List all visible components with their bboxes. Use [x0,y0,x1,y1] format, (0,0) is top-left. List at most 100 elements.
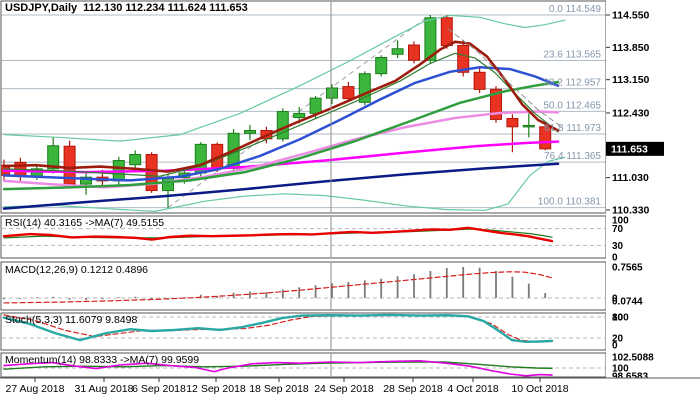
indicator-title-stoch: Stoch(5,3,3) 11.6079 9.8498 [5,314,138,326]
price-tick-label: 113.850 [612,42,650,54]
stoch-plot [2,313,605,344]
rsi-axis-label: 0 [612,253,618,264]
candle-4-oct[interactable] [473,67,486,94]
time-tick-label: 28 Sep 2018 [383,383,443,395]
candle-body [473,71,486,90]
candle-5-sep[interactable] [129,150,142,169]
candle-body [375,57,388,75]
candle-body [424,17,437,61]
rsi-main-red [2,226,554,243]
current-price-badge [606,141,664,156]
ma-blue [2,65,560,182]
rsi-axis-label: 30 [612,241,624,252]
fib-level-label: 100.0 110.381 [538,197,602,208]
candle-body [244,130,256,134]
price-tick-label: 111.030 [612,172,649,184]
stoch-axis-label: 20 [612,334,624,345]
macd-panel[interactable] [0,261,607,311]
macd-signal-red [3,271,553,304]
ma-magenta [2,140,560,174]
candle-body [63,145,76,185]
time-tick-label: 10 Oct 2018 [511,383,568,395]
candle-6-sep[interactable] [145,152,158,193]
momentum-plot [2,359,605,377]
candle-25-sep[interactable] [358,71,371,106]
fib-level-label: 76.4 111.365 [544,151,601,162]
price-axis[interactable] [606,0,700,378]
price-tick-label: 112.430 [612,107,650,119]
macd-plot [2,266,605,304]
candle-body [358,73,371,103]
candle-30-aug[interactable] [63,140,76,188]
envelope-lower-teal [3,156,566,212]
candle-9-oct[interactable] [522,113,535,138]
momentum-main-magenta [3,359,553,377]
candle-body [162,177,174,192]
candle-26-sep[interactable] [375,55,388,77]
fib-level-label: 23.6 113.565 [543,50,601,61]
stoch-panel[interactable] [0,312,607,351]
candle-body [326,87,338,99]
macd-axis-label: 0.7565 [612,262,643,273]
chart-header: USDJPY,Daily 112.130 112.234 111.624 111.… [5,2,254,14]
candle-body [539,126,552,150]
fib-level-label: 50.0 112.465 [543,100,601,111]
candle-body [506,117,519,128]
fib-level-label: 61.8 111.973 [544,123,601,134]
candle-18-sep[interactable] [276,108,289,142]
candle-27-sep[interactable] [391,40,404,58]
candle-14-sep[interactable] [244,124,256,141]
time-tick-label: 31 Aug 2018 [75,383,134,395]
momentum-axis-label: 100 [612,364,629,375]
candle-body [490,88,502,120]
candle-body [309,97,322,114]
candle-21-sep[interactable] [326,84,338,105]
candle-body [293,112,306,119]
momentum-axis-label: 98.6583 [612,372,649,383]
fib-level-label: 0.0 114.549 [549,4,602,15]
candle-10-oct[interactable] [539,121,552,151]
time-tick-label: 18 Sep 2018 [249,383,309,395]
stoch-signal-red [3,314,553,343]
ma-green-thin [3,52,559,177]
ma-slow-navy [2,162,560,210]
main-plot [1,14,606,212]
indicator-title-macd: MACD(12,26,9) 0.1212 0.4896 [5,264,149,276]
ma-fast-maroon [2,40,560,173]
price-tick-label: 113.150 [612,74,650,86]
rsi-plot [2,226,605,246]
ma-green-thick [2,80,560,191]
candle-24-sep[interactable] [342,81,355,102]
stoch-main-teal [2,313,554,344]
ma-dashed-gray [447,28,563,128]
candle-body [522,124,535,128]
envelope-upper-teal [3,14,566,142]
candle-body [391,48,404,55]
candle-body [342,86,355,100]
time-tick-label: 27 Aug 2018 [6,383,65,395]
fib-level-label: 38.2 112.957 [543,78,601,89]
candle-body [440,17,453,46]
candle-body [129,154,142,166]
time-tick-label: 24 Sep 2018 [314,383,374,395]
indicator-title-rsi: RSI(14) 40.3165 ->MA(7) 49.5155 [5,217,165,229]
time-tick-label: 6 Sep 2018 [132,383,186,395]
candle-body [408,44,420,61]
candle-body [457,44,470,73]
candle-28-sep[interactable] [408,41,420,64]
candle-31-aug[interactable] [80,173,92,195]
time-axis[interactable] [0,378,700,400]
ohlc-quote: 112.130 112.234 111.624 111.653 [83,2,248,14]
time-tick-label: 4 Oct 2018 [447,383,499,395]
price-tick-label: 114.550 [612,10,650,22]
candle-5-oct[interactable] [490,86,502,123]
stoch-axis-label: 80 [612,313,624,324]
price-tick-label: 110.330 [612,204,650,216]
ma-pink [2,110,560,189]
candle-8-oct[interactable] [506,114,519,153]
rsi-axis-label: 100 [612,216,629,227]
time-tick-label: 12 Sep 2018 [186,383,246,395]
candle-body [47,145,60,170]
